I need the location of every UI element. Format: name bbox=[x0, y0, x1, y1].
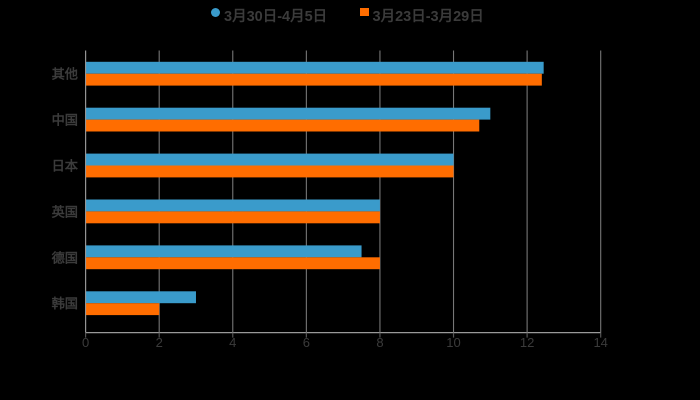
svg-text:6: 6 bbox=[303, 335, 310, 350]
svg-text:日本: 日本 bbox=[52, 158, 79, 174]
svg-text:14: 14 bbox=[593, 335, 607, 350]
svg-text:0: 0 bbox=[82, 335, 89, 350]
svg-text:4: 4 bbox=[229, 335, 236, 350]
svg-text:2: 2 bbox=[156, 335, 163, 350]
svg-text:韩国: 韩国 bbox=[52, 295, 78, 311]
svg-text:德国: 德国 bbox=[52, 249, 78, 265]
svg-text:8: 8 bbox=[376, 335, 383, 350]
svg-text:12: 12 bbox=[520, 335, 534, 350]
svg-text:中国: 中国 bbox=[52, 112, 78, 128]
svg-text:英国: 英国 bbox=[51, 203, 78, 219]
svg-text:10: 10 bbox=[446, 335, 460, 350]
svg-text:其他: 其他 bbox=[52, 66, 78, 82]
